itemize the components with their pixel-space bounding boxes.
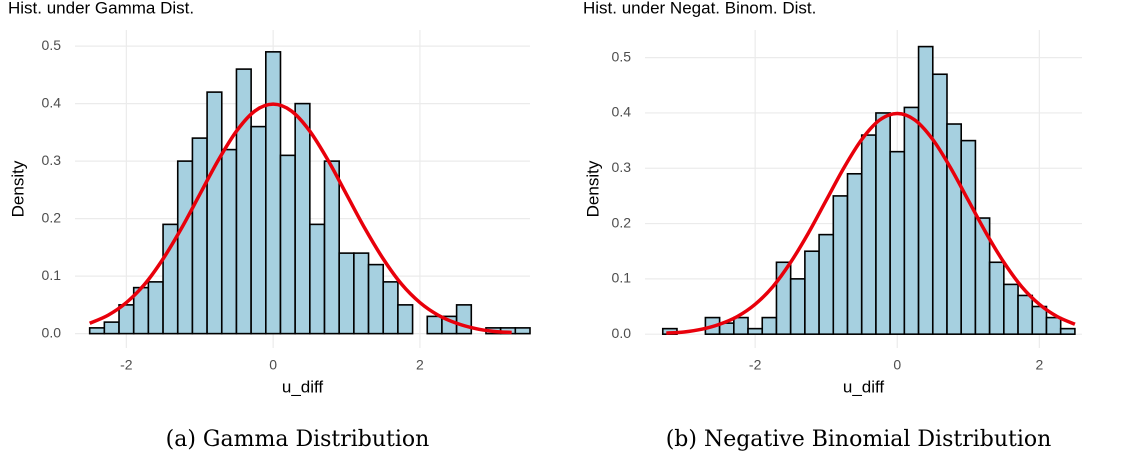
bar <box>818 233 835 335</box>
bar <box>338 252 355 335</box>
bar <box>988 261 1005 335</box>
y-axis-label: Density <box>583 160 602 217</box>
bar <box>761 316 778 335</box>
x-tick-label: -2 <box>120 357 133 373</box>
bar <box>917 45 934 335</box>
y-tick-label: 0.2 <box>612 214 632 230</box>
y-tick-label: 0.3 <box>42 152 62 168</box>
bar <box>103 321 120 335</box>
density-curve <box>88 102 512 335</box>
chart-title: Hist. under Gamma Dist. <box>8 0 194 17</box>
bar <box>903 106 920 335</box>
caption: (b) Negative Binomial Distribution <box>666 427 1052 452</box>
bar <box>118 304 135 335</box>
bar <box>279 154 296 335</box>
bar <box>860 134 877 335</box>
caption: (a) Gamma Distribution <box>166 427 430 452</box>
bar <box>747 327 764 335</box>
bar <box>265 51 282 335</box>
y-tick-label: 0.2 <box>42 209 62 225</box>
chart-title: Hist. under Negat. Binom. Dist. <box>583 0 816 17</box>
bar <box>1031 305 1048 335</box>
y-tick-label: 0.4 <box>612 104 632 120</box>
x-axis-label: u_diff <box>843 377 885 396</box>
y-tick-label: 0.3 <box>612 159 632 175</box>
bar <box>789 278 806 335</box>
bar <box>235 68 252 335</box>
bar <box>931 73 948 335</box>
bar <box>206 91 223 335</box>
bar <box>1003 283 1019 335</box>
y-axis-label: Density <box>8 160 27 217</box>
y-tick-label: 0.5 <box>612 48 632 64</box>
y-tick-label: 0.0 <box>612 325 632 341</box>
bar <box>323 160 340 335</box>
x-tick-label: 2 <box>1035 357 1043 373</box>
bar <box>191 137 208 335</box>
y-tick-label: 0.5 <box>42 37 62 53</box>
x-tick-label: 2 <box>416 357 424 373</box>
bar <box>367 263 385 335</box>
bar <box>733 316 749 335</box>
bar <box>250 125 267 335</box>
bar <box>1045 316 1062 335</box>
x-axis-label: u_diff <box>282 377 324 396</box>
bar <box>960 139 977 335</box>
bar <box>1017 294 1034 335</box>
bar <box>176 160 194 335</box>
bar <box>804 250 820 335</box>
bar <box>455 304 473 335</box>
density-curve <box>666 111 1076 335</box>
bar <box>147 281 164 335</box>
y-tick-label: 0.1 <box>42 267 62 283</box>
bar <box>875 112 891 335</box>
bar <box>353 252 370 335</box>
y-tick-label: 0.1 <box>612 270 632 286</box>
x-tick-label: -2 <box>749 357 762 373</box>
bar <box>220 148 238 335</box>
bar <box>426 315 443 335</box>
bar <box>832 195 849 335</box>
bar <box>309 223 326 335</box>
x-tick-label: 0 <box>269 357 277 373</box>
bar <box>294 102 311 335</box>
bar <box>846 172 863 335</box>
bar <box>397 304 414 335</box>
bar <box>514 327 531 335</box>
y-tick-label: 0.0 <box>42 324 62 340</box>
bar <box>889 150 906 335</box>
bar <box>88 327 106 335</box>
bar <box>382 281 399 335</box>
y-tick-label: 0.4 <box>42 94 62 110</box>
x-tick-label: 0 <box>893 357 901 373</box>
bar <box>1059 327 1076 335</box>
bar <box>946 123 963 335</box>
